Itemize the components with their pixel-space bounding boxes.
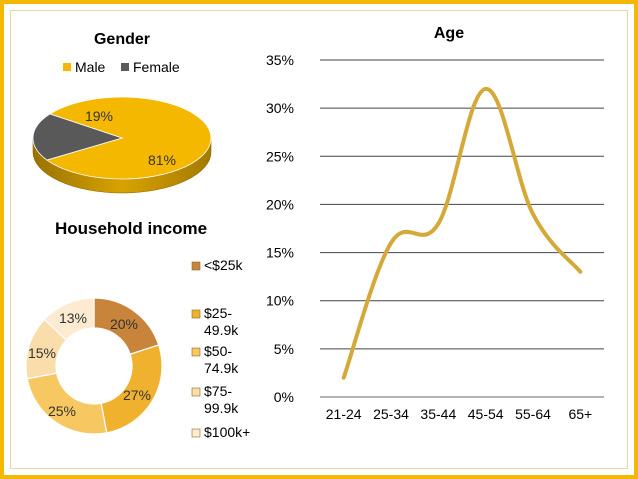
legend-swatch-female [121, 63, 129, 71]
age-y-axis: 0% 5% 10% 15% 20% 25% 30% 35% [266, 52, 294, 405]
legend-swatch-75-99k [191, 387, 201, 397]
x-tick-label: 55-64 [515, 406, 551, 422]
y-tick-label: 20% [266, 196, 294, 212]
legend-swatch-50-74k [191, 347, 201, 357]
x-tick-label: 45-54 [468, 406, 504, 422]
gender-pie [32, 96, 212, 194]
y-tick-label: 15% [266, 245, 294, 261]
age-line-series [341, 86, 583, 380]
legend-label-female: Female [133, 59, 180, 75]
income-legend: <$25k $25-49.9k $50-74.9k $75-99.9k $100k+ [191, 257, 250, 440]
gender-chart-title: Gender [94, 31, 150, 48]
legend-label-25-49k-line2: 49.9k [204, 322, 239, 338]
income-label-100k-plus: 13% [59, 310, 87, 326]
household-income-chart: Household income 20% 27% 25% 15% 13% <$2… [25, 219, 250, 440]
legend-label-100k-plus: $100k+ [204, 424, 250, 440]
legend-label-25-49k-line1: $25- [204, 305, 232, 321]
y-tick-label: 25% [266, 148, 294, 164]
gender-chart: Gender Male Female 81% 19% [32, 31, 212, 194]
legend-label-75-99k-line2: 99.9k [204, 400, 239, 416]
pie-slice-female [32, 113, 124, 161]
y-tick-label: 10% [266, 293, 294, 309]
income-label-50-74k: 25% [48, 403, 76, 419]
x-tick-label: 25-34 [373, 406, 409, 422]
legend-swatch-male [63, 63, 71, 71]
doughnut-slice-100k-plus [43, 297, 95, 341]
income-doughnut [25, 297, 163, 435]
legend-label-50-74k-line2: 74.9k [204, 360, 239, 376]
age-x-axis: 21-24 25-34 35-44 45-54 55-64 65+ [326, 406, 592, 422]
income-label-25-49k: 27% [123, 387, 151, 403]
legend-swatch-25-49k [191, 309, 201, 319]
legend-label-lt25k: <$25k [204, 257, 244, 273]
legend-label-75-99k-line1: $75- [204, 383, 232, 399]
y-tick-label: 35% [266, 52, 294, 68]
age-chart-title: Age [434, 25, 464, 42]
y-tick-label: 5% [274, 341, 294, 357]
gender-legend: Male Female [63, 59, 180, 75]
gender-label-female: 19% [85, 108, 113, 124]
y-tick-label: 30% [266, 100, 294, 116]
income-label-lt25k: 20% [110, 316, 138, 332]
legend-swatch-100k-plus [191, 428, 201, 438]
x-tick-label: 21-24 [326, 406, 362, 422]
age-gridlines [320, 59, 604, 398]
gender-label-male: 81% [148, 152, 176, 168]
x-tick-label: 65+ [568, 406, 592, 422]
legend-label-male: Male [75, 59, 106, 75]
x-tick-label: 35-44 [420, 406, 456, 422]
y-tick-label: 0% [274, 389, 294, 405]
household-income-title: Household income [55, 219, 207, 238]
age-chart: Age 0% 5% 10% 15% 20% 25% 30% 35% 21-24 25-34 35-… [266, 25, 604, 422]
income-label-75-99k: 15% [28, 345, 56, 361]
pie-slice-male [46, 96, 212, 180]
legend-swatch-lt25k [191, 261, 201, 271]
legend-label-50-74k-line1: $50- [204, 343, 232, 359]
